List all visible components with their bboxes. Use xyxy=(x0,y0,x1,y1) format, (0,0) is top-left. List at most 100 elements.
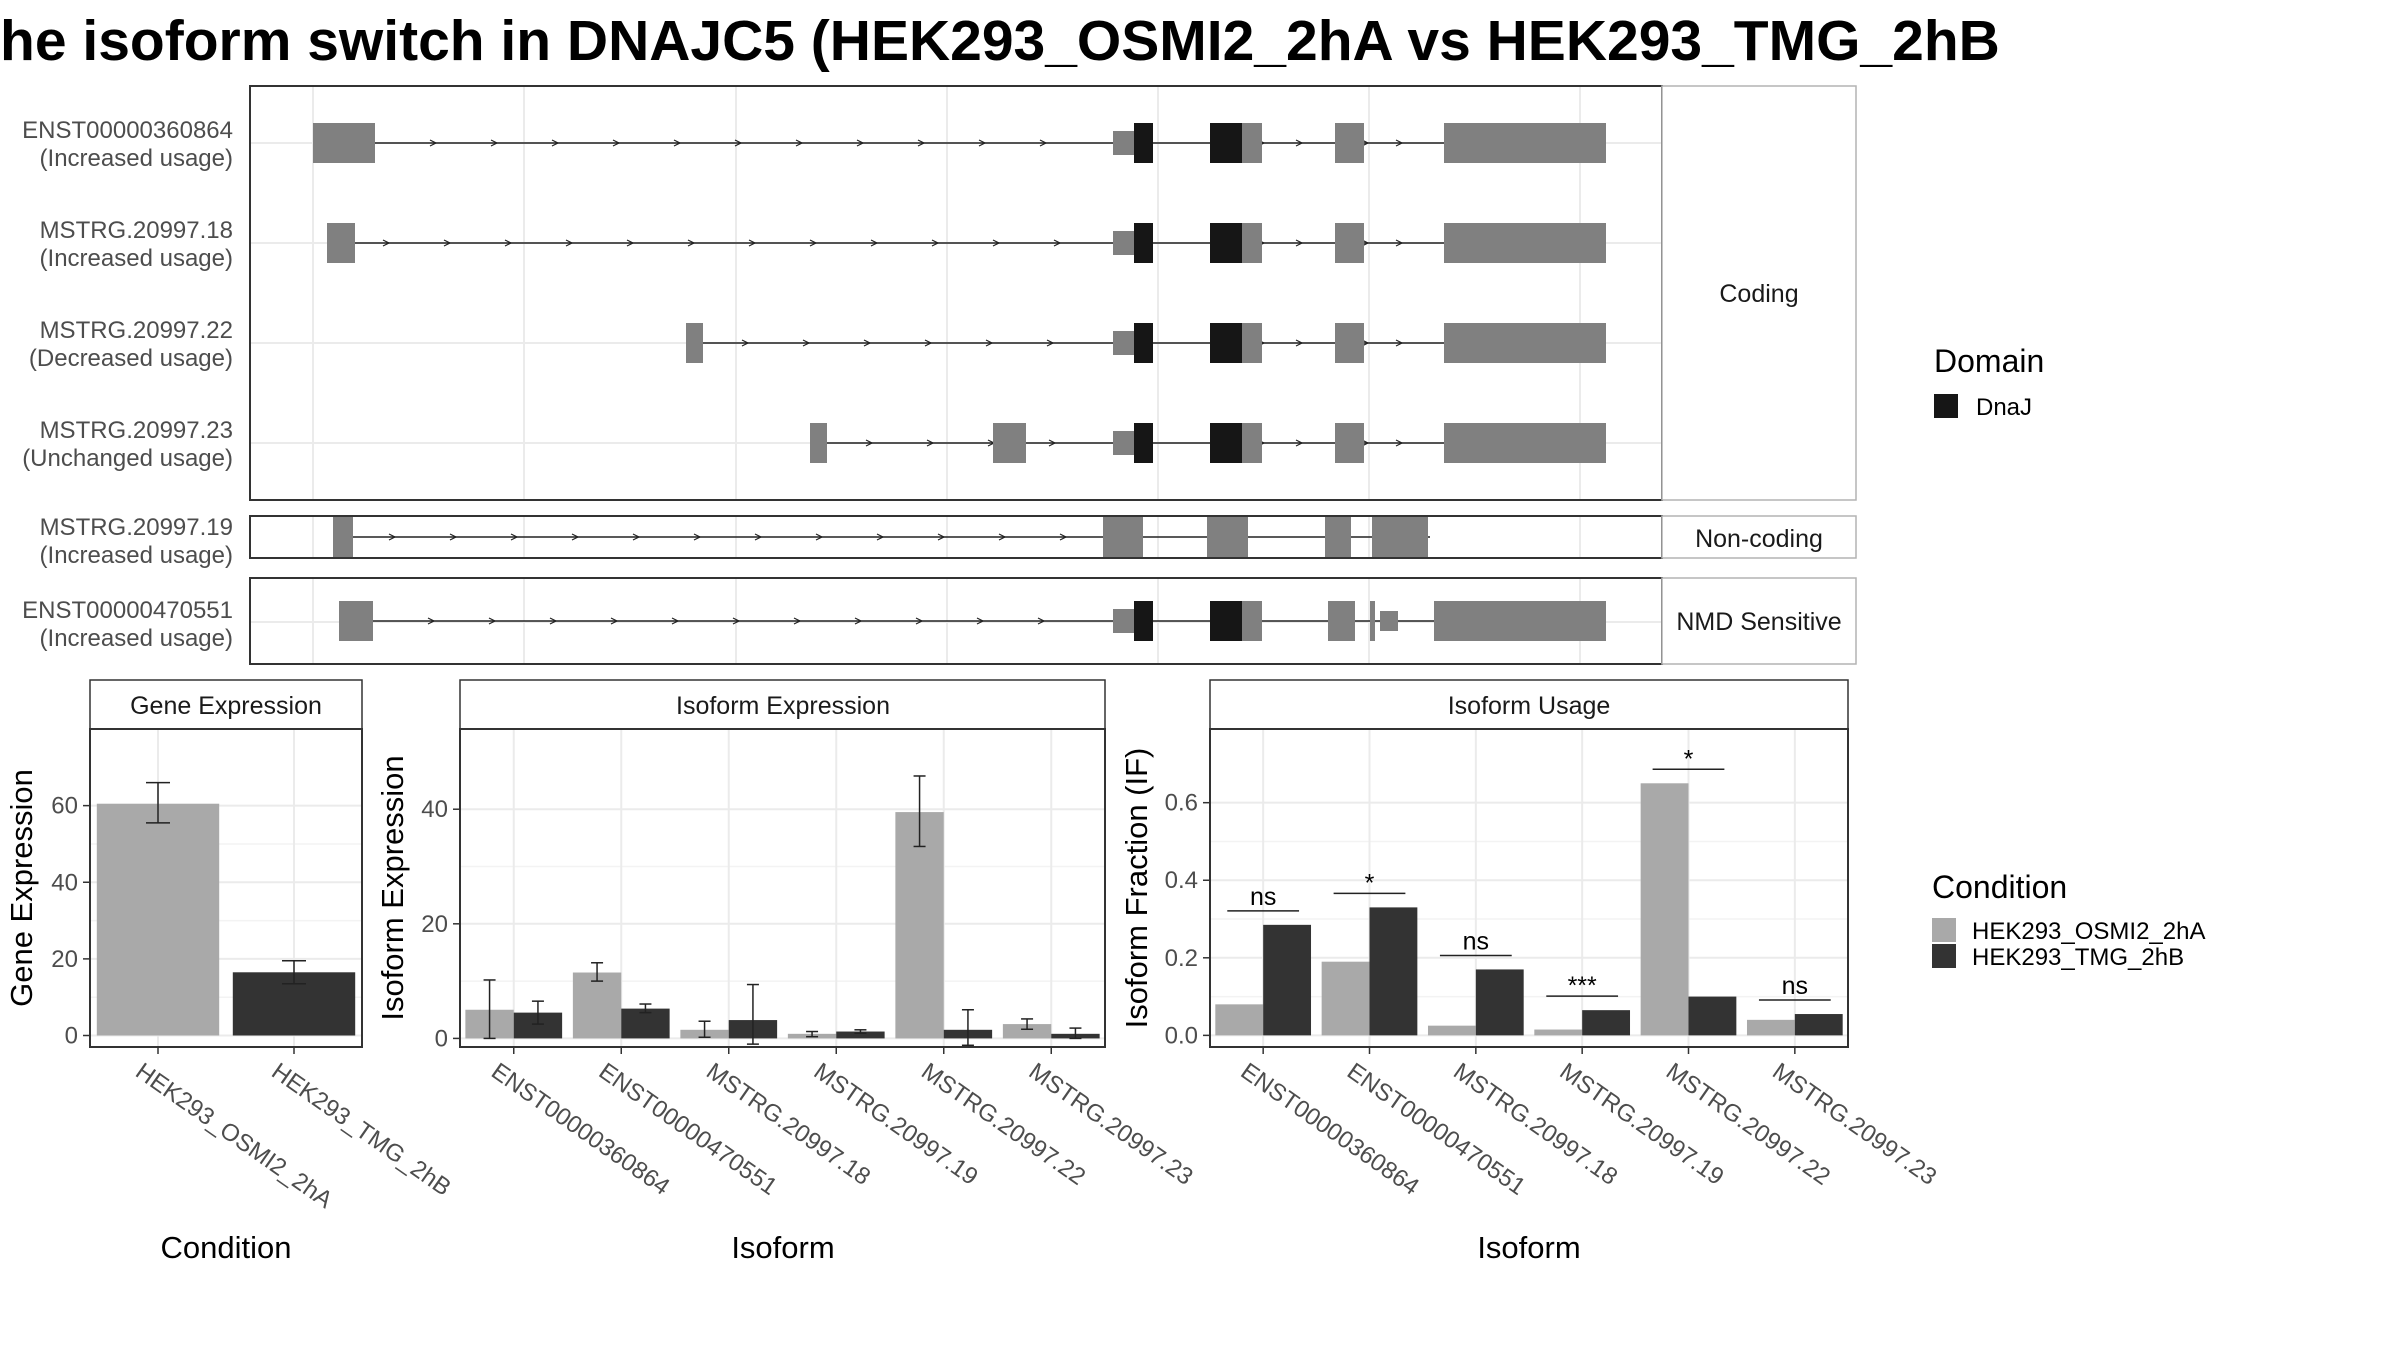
intron-arrow xyxy=(510,533,519,541)
exon xyxy=(1113,431,1136,455)
exon xyxy=(1242,123,1262,163)
nmd-strip xyxy=(1661,577,1857,665)
exon xyxy=(1242,323,1262,363)
y-tick-label: 0.2 xyxy=(1165,945,1198,972)
domain-exon xyxy=(1134,323,1153,363)
y-axis-title: Isoform Fraction (IF) xyxy=(1119,748,1154,1029)
intron-arrow xyxy=(809,239,818,247)
isoform-label-status: (Increased usage) xyxy=(40,245,233,272)
intron-arrow xyxy=(1395,439,1404,447)
intron-arrow xyxy=(429,139,438,147)
intron-arrow xyxy=(571,533,580,541)
y-tick-label: 40 xyxy=(421,796,448,823)
y-tick-label: 0.0 xyxy=(1165,1022,1198,1049)
bar xyxy=(1002,1024,1052,1039)
domain-exon xyxy=(1210,323,1242,363)
y-tick-label: 40 xyxy=(51,869,78,896)
x-tick-label: ENST00000470551 xyxy=(1342,1058,1530,1201)
intron-arrow xyxy=(985,339,994,347)
bar xyxy=(1427,1025,1476,1036)
intron-arrow xyxy=(1395,239,1404,247)
intron-arrow xyxy=(449,533,458,541)
intron-arrow xyxy=(915,617,924,625)
exon xyxy=(327,223,355,263)
intron-arrow xyxy=(443,239,452,247)
intron-arrow xyxy=(870,239,879,247)
intron-arrow xyxy=(626,239,635,247)
bar xyxy=(96,803,220,1036)
intron-arrow xyxy=(937,533,946,541)
transcript-track xyxy=(313,123,1606,163)
isoform-label-status: (Unchanged usage) xyxy=(22,445,233,472)
chart-2: Isoform Usage 0.0 0.2 0.4 0.6 Isoform Fractio… xyxy=(1119,679,1941,1265)
transcript-track xyxy=(810,423,1606,463)
intron-arrow xyxy=(1046,339,1055,347)
bar xyxy=(1794,1014,1843,1036)
intron-arrow xyxy=(854,617,863,625)
significance-label: *** xyxy=(1568,972,1597,1000)
significance-label: ns xyxy=(1782,972,1808,1000)
bar xyxy=(621,1008,670,1039)
coding-strip-label: Coding xyxy=(1719,280,1798,308)
x-tick-label: ENST00000360864 xyxy=(1236,1058,1424,1201)
isoform-label-id: MSTRG.20997.19 xyxy=(40,514,233,541)
exon xyxy=(1466,323,1606,363)
intron-arrow xyxy=(863,339,872,347)
domain-legend-swatch xyxy=(1934,394,1958,418)
figure-title: he isoform switch in DNAJC5 (HEK293_OSMI… xyxy=(0,9,2000,73)
structure-tracks xyxy=(313,123,1606,641)
bar xyxy=(1582,1010,1631,1036)
bar xyxy=(1475,969,1524,1036)
exon xyxy=(1325,517,1351,557)
exon xyxy=(1335,123,1364,163)
chart-panel xyxy=(1209,728,1849,1048)
exon xyxy=(333,517,353,557)
bar xyxy=(1321,961,1370,1036)
bar xyxy=(1640,783,1689,1036)
domain-exon xyxy=(1134,223,1153,263)
intron-arrow xyxy=(732,617,741,625)
intron-arrow xyxy=(802,339,811,347)
bar xyxy=(895,812,944,1039)
intron-arrow xyxy=(931,239,940,247)
intron-arrow xyxy=(551,139,560,147)
exon xyxy=(1103,517,1143,557)
x-tick-label: ENST00000470551 xyxy=(594,1058,782,1201)
exon xyxy=(1444,423,1466,463)
significance-label: ns xyxy=(1250,883,1276,911)
y-axis-title: Gene Expression xyxy=(4,769,39,1007)
intron-arrow xyxy=(671,617,680,625)
exon xyxy=(1372,517,1428,557)
exon xyxy=(1380,611,1398,631)
transcript-track xyxy=(333,517,1430,557)
intron-arrow xyxy=(793,617,802,625)
intron-arrow xyxy=(427,617,436,625)
significance-label: ns xyxy=(1463,927,1489,955)
intron-arrow xyxy=(754,533,763,541)
intron-arrow xyxy=(978,139,987,147)
intron-arrow xyxy=(865,439,874,447)
intron-arrow xyxy=(1037,617,1046,625)
intron-arrow xyxy=(1295,439,1304,447)
intron-arrow xyxy=(1395,339,1404,347)
transcript-track xyxy=(686,323,1606,363)
domain-legend-title: Domain xyxy=(1934,343,2044,379)
intron-arrow xyxy=(926,439,935,447)
intron-arrow xyxy=(992,239,1001,247)
domain-legend: Domain DnaJ xyxy=(1934,343,2044,421)
intron-arrow xyxy=(1395,139,1404,147)
intron-arrow xyxy=(748,239,757,247)
bar xyxy=(1534,1029,1583,1036)
y-tick-label: 0.4 xyxy=(1165,867,1198,894)
intron-arrow xyxy=(504,239,513,247)
exon xyxy=(810,423,827,463)
transcript-track xyxy=(327,223,1606,263)
noncoding-strip-label: Non-coding xyxy=(1695,525,1823,553)
intron-arrow xyxy=(795,139,804,147)
isoform-label-status: (Increased usage) xyxy=(40,625,233,652)
x-axis-title: Isoform xyxy=(731,1230,834,1265)
domain-exon xyxy=(1134,601,1153,641)
y-tick-label: 20 xyxy=(51,946,78,973)
x-axis-title: Isoform xyxy=(1477,1230,1580,1265)
isoform-label-id: ENST00000360864 xyxy=(22,117,233,144)
